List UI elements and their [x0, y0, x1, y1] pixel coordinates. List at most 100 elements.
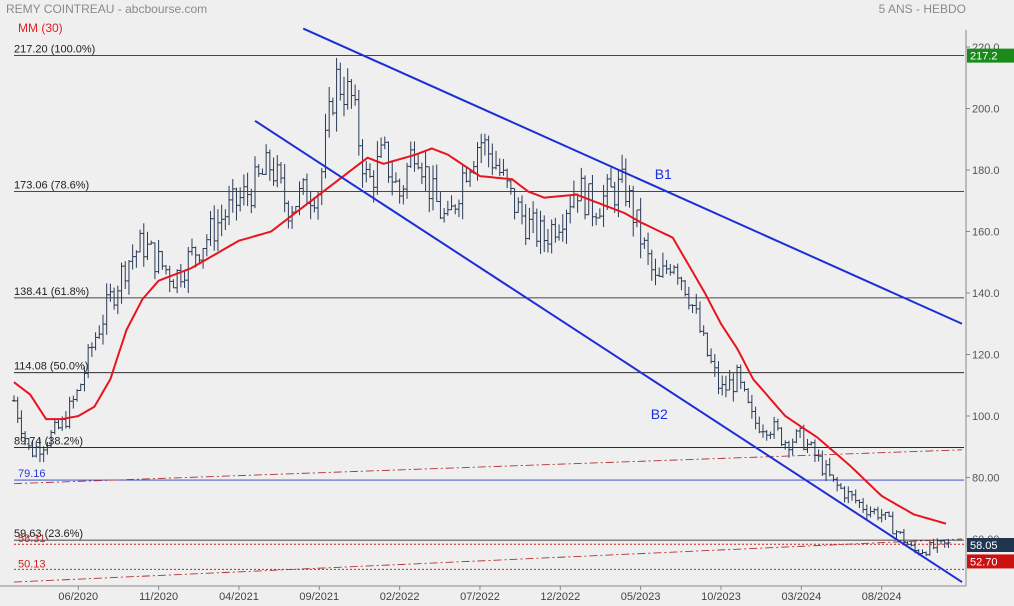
ohlc-bar [805, 438, 810, 453]
ohlc-bar [71, 395, 76, 409]
ohlc-bar [438, 192, 443, 219]
ohlc-bar [219, 204, 224, 237]
ohlc-bar [872, 508, 877, 515]
ohlc-bar [864, 504, 869, 521]
ohlc-bar [723, 375, 728, 398]
ohlc-bar [275, 155, 280, 188]
ohlc-bar [278, 162, 283, 184]
ohlc-bar [672, 264, 677, 275]
ohlc-bar [342, 76, 347, 117]
trend-lines [254, 27, 963, 583]
ohlc-bar [56, 419, 61, 430]
ohlc-bar [764, 429, 769, 441]
ohlc-bar [334, 57, 339, 132]
ohlc-bar [356, 89, 361, 156]
channel-label-b1: B1 [655, 166, 672, 182]
ohlc-bar [697, 301, 702, 334]
ohlc-bar [67, 396, 72, 429]
ohlc-bar [924, 551, 929, 557]
ohlc-bar [260, 168, 265, 175]
ohlc-bar [416, 153, 421, 170]
ohlc-bar [935, 538, 940, 553]
ohlc-bar [623, 158, 628, 207]
ohlc-bar [100, 314, 105, 345]
ohlc-bar [456, 199, 461, 218]
ohlc-bar [267, 149, 272, 181]
ohlc-bar [360, 139, 365, 188]
ohlc-bar [605, 174, 610, 211]
ohlc-bar [627, 185, 632, 208]
ohlc-bar [679, 276, 684, 291]
ohlc-bar [245, 172, 250, 207]
ohlc-bar [256, 164, 261, 177]
ohlc-bar [523, 204, 528, 246]
ohlc-bar [887, 511, 892, 517]
dashdot-line [13, 449, 963, 485]
ohlc-bar [89, 342, 94, 358]
ohlc-bar [742, 381, 747, 392]
ohlc-bar [364, 160, 369, 183]
ohlc-bar [597, 208, 602, 219]
ohlc-bar [497, 158, 502, 177]
last-price-badge-bg [967, 537, 1014, 552]
level-lines [13, 55, 964, 583]
ohlc-bar [820, 450, 825, 476]
low-price-badge: 52.70 [967, 554, 1014, 569]
ohlc-bar [115, 285, 120, 315]
ohlc-bar [709, 348, 714, 364]
ohlc-bar [879, 508, 884, 523]
ohlc-bar [15, 396, 20, 423]
dotted-level-label: 50.13 [18, 558, 46, 570]
high-price-badge: 217.2 [967, 48, 1014, 63]
high-price-badge-bg [967, 48, 1014, 63]
ohlc-bar [379, 137, 384, 159]
ohlc-bar [430, 165, 435, 211]
ohlc-bar [783, 440, 788, 450]
ohlc-bar [746, 388, 751, 404]
ohlc-bar [130, 244, 135, 270]
ohlc-bar [786, 440, 791, 458]
chart-title: REMY COINTREAU - abcbourse.com [6, 2, 208, 16]
y-tick-label: 140.0 [972, 288, 1000, 300]
period-label: 5 ANS - HEBDO [878, 2, 966, 16]
ohlc-bar [557, 224, 562, 241]
moving-average-series [13, 147, 947, 525]
ohlc-bar [809, 441, 814, 446]
ohlc-bar [538, 210, 543, 255]
ohlc-bar [271, 157, 276, 186]
ohlc-bar [34, 442, 39, 458]
ohlc-bar [164, 265, 169, 275]
ohlc-bar [861, 497, 866, 514]
ohlc-bar [178, 263, 183, 288]
ohlc-bar [712, 354, 717, 377]
ohlc-bar [772, 416, 777, 439]
ohlc-bar [460, 164, 465, 220]
y-tick-label: 120.0 [972, 350, 1000, 362]
ohlc-bar [253, 156, 258, 209]
ohlc-bar [634, 209, 639, 228]
ohlc-bar [208, 210, 213, 246]
ohlc-bar [49, 429, 54, 448]
ohlc-bar [701, 325, 706, 337]
ohlc-bar [694, 293, 699, 314]
fibonacci-level-label: 217.20 (100.0%) [14, 44, 95, 56]
ohlc-bar [82, 366, 87, 392]
ohlc-bar [531, 201, 536, 234]
last-price-badge-text: 58.05 [970, 540, 998, 552]
ohlc-bar [664, 259, 669, 275]
ohlc-bar [757, 416, 762, 434]
ohlc-bar [156, 239, 161, 274]
ohlc-bar [119, 262, 124, 304]
ohlc-bar [738, 364, 743, 390]
ohlc-bar [401, 185, 406, 205]
ohlc-bar [423, 150, 428, 192]
ohlc-bar [653, 258, 658, 286]
ohlc-bar [560, 214, 565, 242]
dashdot-line [13, 538, 963, 583]
ohlc-bar [182, 269, 187, 288]
ohlc-bar [301, 178, 306, 195]
ohlc-bar [201, 248, 206, 269]
ohlc-bar [853, 489, 858, 504]
ohlc-bar [52, 418, 57, 435]
